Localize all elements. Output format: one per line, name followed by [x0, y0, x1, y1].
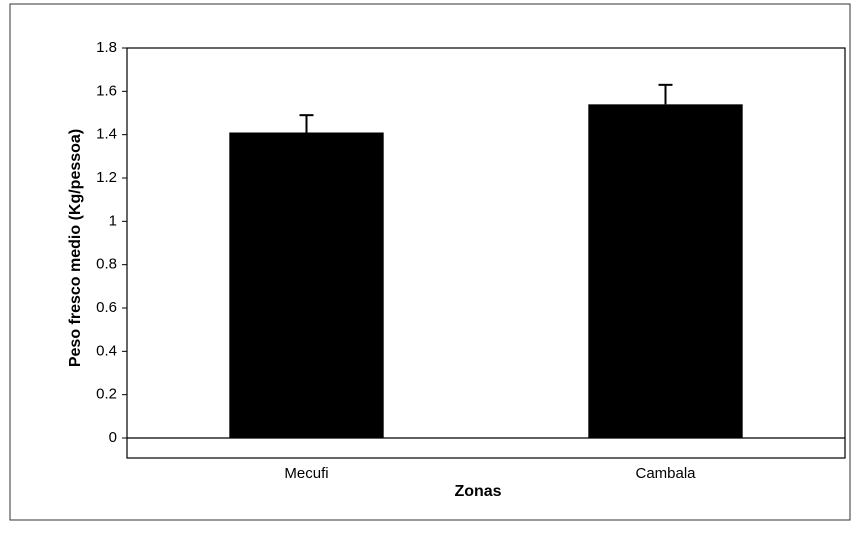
y-tick-label: 0.2: [96, 386, 117, 403]
x-tick-label: Mecufi: [284, 465, 328, 482]
y-tick-label: 1.6: [96, 82, 117, 99]
y-tick-label: 1: [109, 212, 117, 229]
y-tick-label: 1.4: [96, 126, 117, 143]
bar: [229, 132, 384, 438]
y-tick-label: 0.8: [96, 256, 117, 273]
y-tick-label: 1.8: [96, 39, 117, 56]
y-tick-label: 0.4: [96, 342, 117, 359]
y-tick-label: 0: [109, 429, 117, 446]
x-axis-label: Zonas: [454, 483, 501, 500]
outer-frame: [9, 3, 851, 521]
y-tick-label: 0.6: [96, 299, 117, 316]
x-tick-label: Cambala: [635, 465, 696, 482]
bar: [588, 104, 743, 438]
y-tick-label: 1.2: [96, 169, 117, 186]
y-axis-label: Peso fresco medio (Kg/pessoa): [67, 129, 84, 367]
plot-frame: [126, 47, 846, 459]
